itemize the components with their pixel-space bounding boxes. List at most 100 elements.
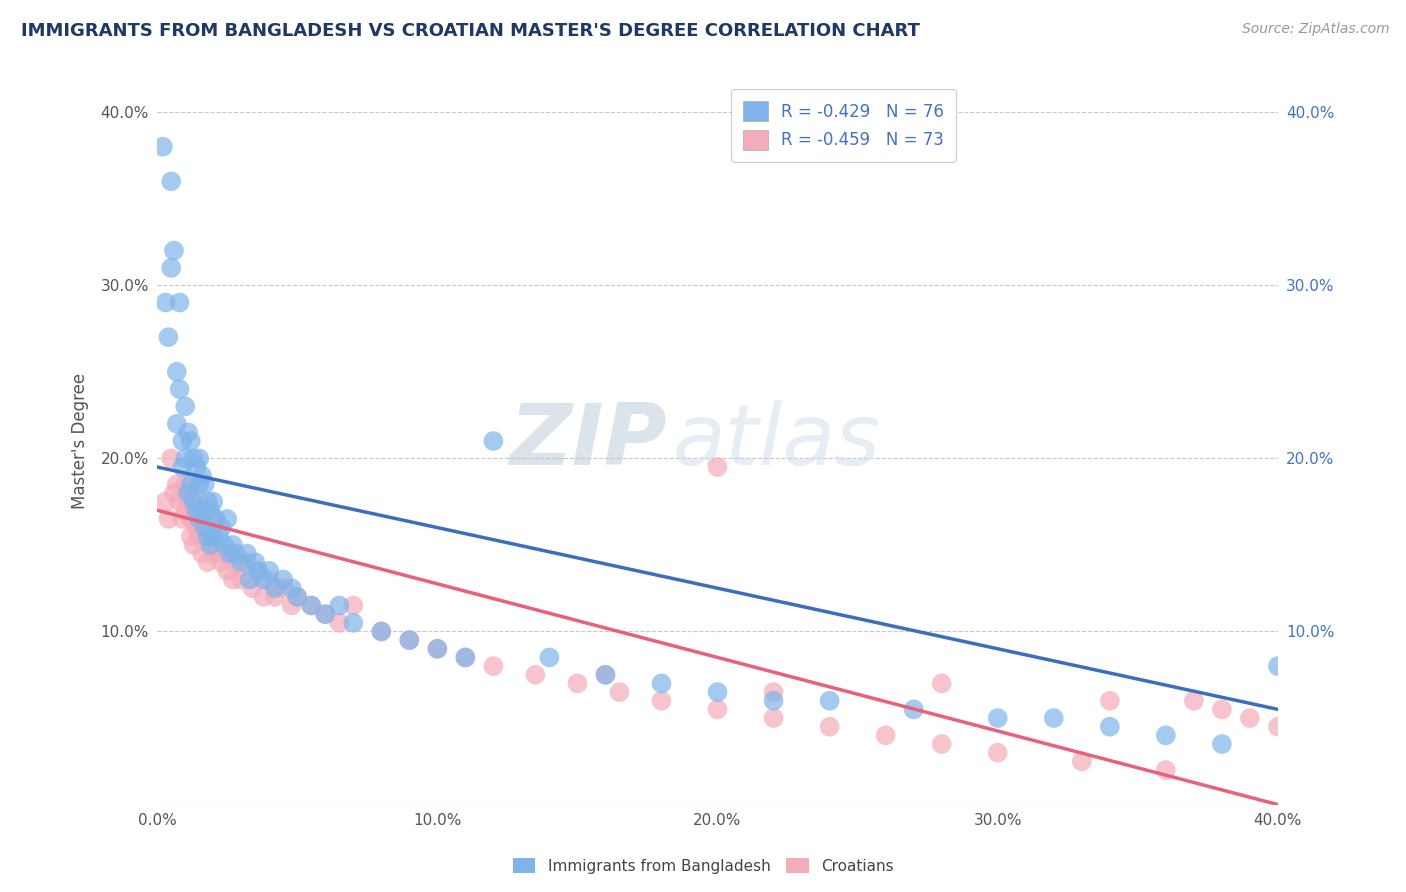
- Point: [200, 538, 222, 552]
- Point: [263, 581, 285, 595]
- Point: [160, 451, 183, 466]
- Point: [1239, 711, 1261, 725]
- Point: [160, 174, 183, 188]
- Point: [398, 633, 420, 648]
- Point: [194, 477, 217, 491]
- Point: [595, 667, 617, 681]
- Point: [163, 486, 186, 500]
- Point: [186, 503, 208, 517]
- Point: [239, 573, 262, 587]
- Point: [538, 650, 561, 665]
- Point: [567, 676, 589, 690]
- Point: [253, 573, 276, 587]
- Point: [342, 615, 364, 630]
- Point: [155, 494, 177, 508]
- Point: [186, 520, 208, 534]
- Point: [1154, 763, 1177, 777]
- Point: [166, 365, 188, 379]
- Point: [180, 512, 202, 526]
- Point: [217, 512, 239, 526]
- Point: [169, 295, 191, 310]
- Point: [208, 529, 231, 543]
- Point: [1154, 728, 1177, 742]
- Point: [903, 702, 925, 716]
- Point: [1098, 694, 1121, 708]
- Point: [1211, 737, 1233, 751]
- Point: [247, 564, 270, 578]
- Point: [280, 581, 302, 595]
- Point: [314, 607, 336, 622]
- Point: [202, 529, 225, 543]
- Point: [169, 494, 191, 508]
- Point: [172, 460, 194, 475]
- Point: [245, 555, 267, 569]
- Point: [205, 512, 228, 526]
- Point: [174, 503, 197, 517]
- Point: [762, 685, 785, 699]
- Legend: R = -0.429   N = 76, R = -0.459   N = 73: R = -0.429 N = 76, R = -0.459 N = 73: [731, 89, 956, 161]
- Point: [762, 694, 785, 708]
- Point: [231, 573, 253, 587]
- Point: [1182, 694, 1205, 708]
- Point: [706, 702, 728, 716]
- Point: [454, 650, 477, 665]
- Point: [177, 486, 200, 500]
- Point: [328, 615, 350, 630]
- Point: [706, 460, 728, 475]
- Point: [217, 564, 239, 578]
- Point: [183, 451, 205, 466]
- Point: [263, 590, 285, 604]
- Point: [225, 547, 247, 561]
- Point: [271, 573, 294, 587]
- Point: [188, 512, 211, 526]
- Point: [200, 503, 222, 517]
- Point: [1267, 659, 1289, 673]
- Point: [214, 547, 236, 561]
- Point: [1098, 720, 1121, 734]
- Point: [191, 547, 214, 561]
- Point: [191, 520, 214, 534]
- Point: [285, 590, 308, 604]
- Point: [194, 529, 217, 543]
- Point: [231, 555, 253, 569]
- Point: [426, 641, 449, 656]
- Point: [211, 520, 233, 534]
- Point: [1211, 702, 1233, 716]
- Point: [271, 581, 294, 595]
- Point: [188, 529, 211, 543]
- Point: [253, 590, 276, 604]
- Point: [202, 547, 225, 561]
- Legend: Immigrants from Bangladesh, Croatians: Immigrants from Bangladesh, Croatians: [506, 852, 900, 880]
- Point: [152, 139, 174, 153]
- Point: [188, 494, 211, 508]
- Point: [987, 711, 1010, 725]
- Point: [299, 599, 322, 613]
- Point: [174, 451, 197, 466]
- Point: [174, 400, 197, 414]
- Point: [931, 676, 953, 690]
- Point: [259, 573, 281, 587]
- Point: [197, 529, 219, 543]
- Point: [160, 260, 183, 275]
- Point: [650, 694, 672, 708]
- Point: [191, 503, 214, 517]
- Point: [157, 330, 180, 344]
- Point: [188, 477, 211, 491]
- Text: ZIP: ZIP: [509, 400, 666, 483]
- Point: [931, 737, 953, 751]
- Point: [202, 512, 225, 526]
- Point: [163, 244, 186, 258]
- Point: [762, 711, 785, 725]
- Point: [186, 460, 208, 475]
- Text: atlas: atlas: [672, 400, 880, 483]
- Point: [1070, 755, 1092, 769]
- Y-axis label: Master's Degree: Master's Degree: [72, 373, 89, 509]
- Point: [1267, 720, 1289, 734]
- Point: [214, 538, 236, 552]
- Point: [370, 624, 392, 639]
- Point: [157, 512, 180, 526]
- Point: [222, 538, 245, 552]
- Point: [299, 599, 322, 613]
- Text: Source: ZipAtlas.com: Source: ZipAtlas.com: [1241, 22, 1389, 37]
- Point: [211, 555, 233, 569]
